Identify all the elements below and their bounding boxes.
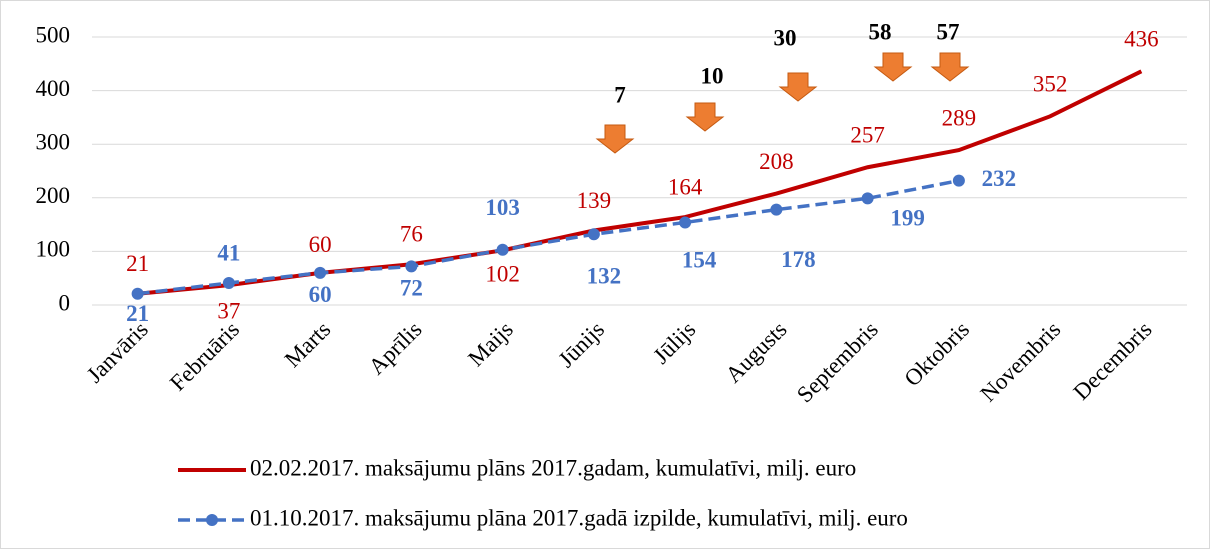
data-label: 352: [1033, 72, 1068, 97]
data-label: 199: [890, 206, 925, 231]
arrow: [778, 72, 818, 102]
arrow: [595, 124, 635, 154]
data-label: 232: [982, 166, 1017, 191]
series-line: [137, 178, 960, 296]
marker: [496, 243, 509, 256]
legend-marker: [206, 514, 218, 526]
marker: [952, 174, 965, 187]
marker: [770, 203, 783, 216]
marker: [405, 260, 418, 273]
data-label: 21: [126, 301, 149, 326]
data-label: 41: [217, 240, 240, 265]
data-label: 208: [759, 149, 794, 174]
data-label: 102: [485, 262, 520, 287]
y-tick-label: 300: [36, 129, 71, 154]
arrow: [685, 102, 725, 132]
data-label: 178: [781, 247, 816, 272]
data-label: 289: [942, 105, 977, 130]
data-label: 76: [400, 222, 423, 247]
data-label: 132: [587, 264, 622, 289]
data-label: 21: [126, 251, 149, 276]
data-label: 72: [400, 276, 423, 301]
annotation-label: 57: [937, 19, 960, 44]
data-label: 139: [577, 188, 612, 213]
y-tick-label: 400: [36, 76, 71, 101]
marker: [861, 192, 874, 205]
annotation-label: 30: [774, 25, 797, 50]
annotation-label: 10: [701, 63, 724, 88]
y-tick-label: 200: [36, 183, 71, 208]
annotation-label: 58: [869, 19, 892, 44]
marker: [222, 277, 235, 290]
data-label: 60: [309, 232, 332, 257]
data-label: 103: [485, 195, 520, 220]
marker: [131, 287, 144, 300]
data-label: 60: [309, 282, 332, 307]
data-label: 164: [668, 174, 703, 199]
marker: [679, 216, 692, 229]
data-label: 436: [1124, 27, 1159, 52]
marker: [587, 228, 600, 241]
data-label: 257: [850, 123, 885, 148]
y-tick-label: 0: [59, 290, 71, 315]
data-label: 37: [217, 298, 240, 323]
marker: [314, 266, 327, 279]
arrow: [930, 52, 970, 82]
annotation-label: 7: [614, 82, 626, 107]
y-tick-label: 500: [36, 22, 71, 47]
legend-label: 01.10.2017. maksājumu plāna 2017.gadā iz…: [250, 505, 908, 530]
y-tick-label: 100: [36, 237, 71, 262]
arrow: [873, 52, 913, 82]
data-label: 154: [682, 248, 717, 273]
legend-label: 02.02.2017. maksājumu plāns 2017.gadam, …: [250, 455, 856, 480]
